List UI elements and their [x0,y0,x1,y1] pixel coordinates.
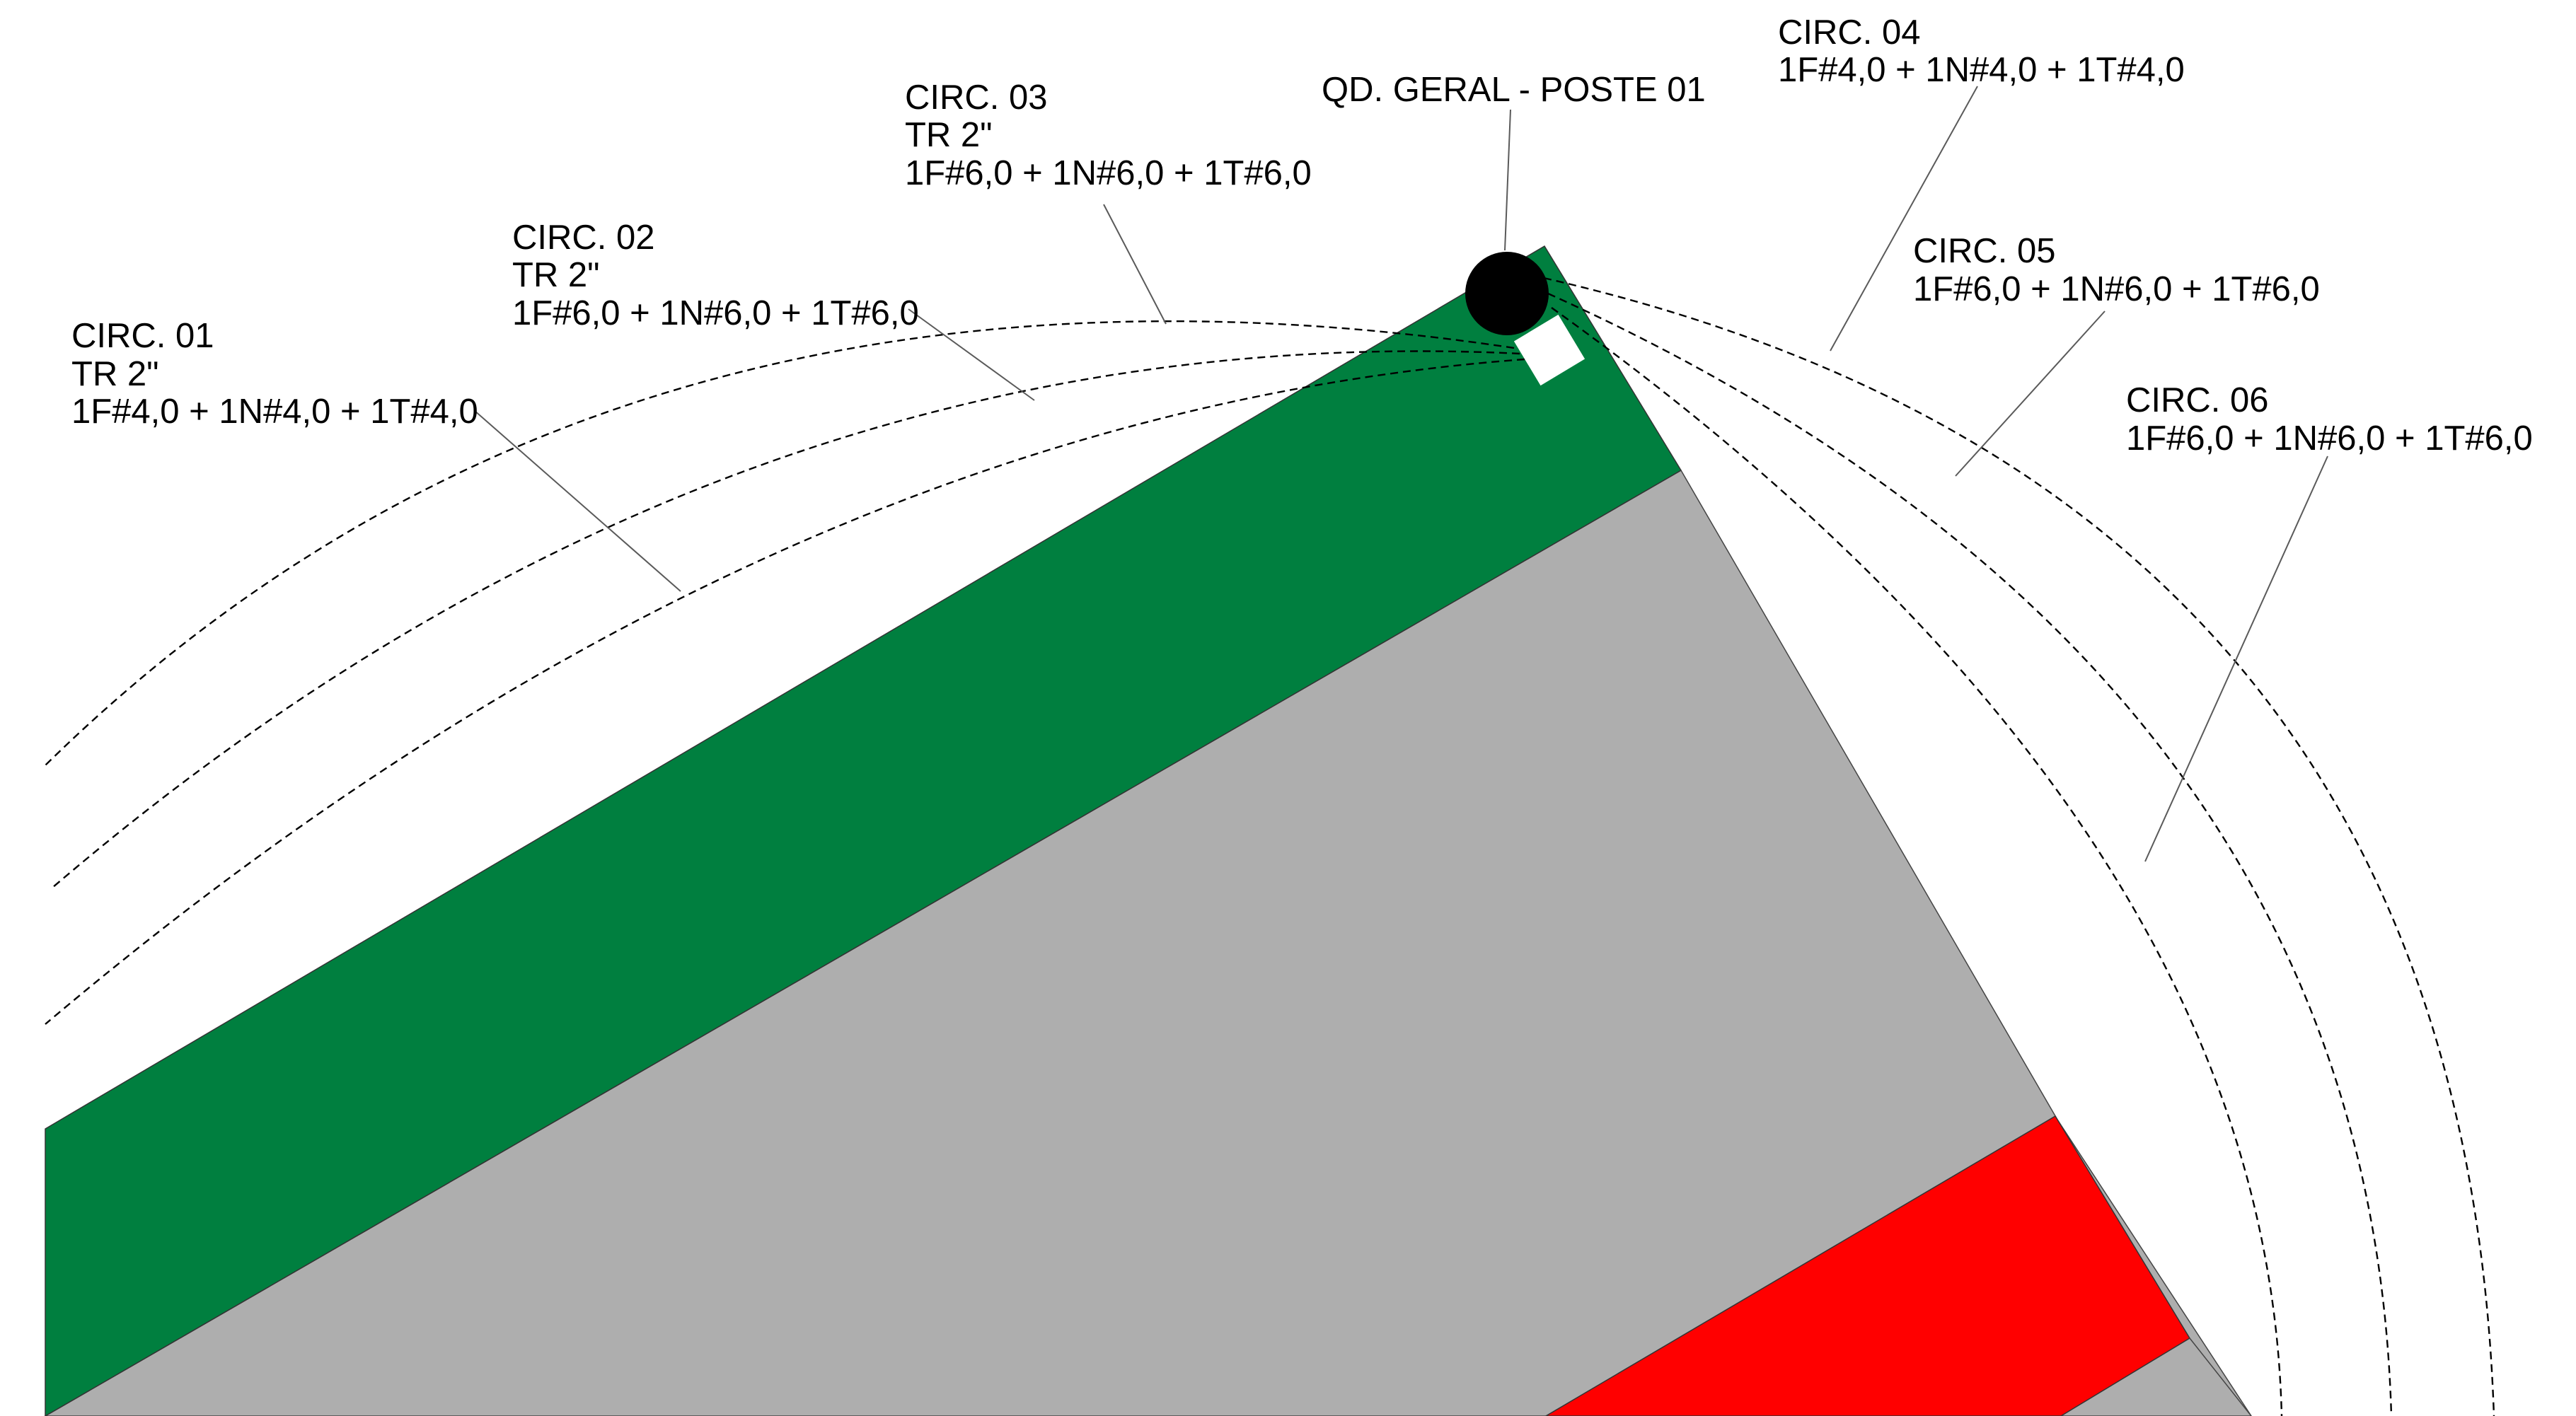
circuit-cable: 1F#6,0 + 1N#6,0 + 1T#6,0 [512,294,919,332]
leader-line-pole [1505,110,1511,250]
circuit-title: CIRC. 06 [2126,381,2269,419]
leader-line-circ-01 [474,410,681,591]
leader-line-circ-06 [2145,456,2328,861]
circuit-title: CIRC. 01 [71,317,214,355]
circuit-conduit: TR 2" [512,256,600,294]
circuit-label-04: CIRC. 04 1F#4,0 + 1N#4,0 + 1T#4,0 [1778,13,2185,89]
pole-icon [1465,252,1549,335]
circuit-title: CIRC. 05 [1913,232,2056,270]
circuit-conduit: TR 2" [71,355,159,393]
leader-line-circ-03 [1104,204,1166,324]
circuit-label-05: CIRC. 05 1F#6,0 + 1N#6,0 + 1T#6,0 [1913,232,2320,308]
circuit-cable: 1F#6,0 + 1N#6,0 + 1T#6,0 [2126,419,2533,458]
circuit-label-01: CIRC. 01 TR 2" 1F#4,0 + 1N#4,0 + 1T#4,0 [71,317,478,431]
circuit-cable: 1F#4,0 + 1N#4,0 + 1T#4,0 [71,393,478,431]
circuit-conduit: TR 2" [905,116,993,154]
circuit-label-02: CIRC. 02 TR 2" 1F#6,0 + 1N#6,0 + 1T#6,0 [512,219,919,332]
circuit-title: CIRC. 04 [1778,13,1921,52]
circuit-cable: 1F#6,0 + 1N#6,0 + 1T#6,0 [905,154,1312,192]
circuit-label-03: CIRC. 03 TR 2" 1F#6,0 + 1N#6,0 + 1T#6,0 [905,79,1312,192]
circuit-label-06: CIRC. 06 1F#6,0 + 1N#6,0 + 1T#6,0 [2126,381,2533,458]
circuit-cable: 1F#4,0 + 1N#4,0 + 1T#4,0 [1778,51,2185,89]
circuit-cable: 1F#6,0 + 1N#6,0 + 1T#6,0 [1913,270,2320,308]
pole-label: QD. GERAL - POSTE 01 [1322,71,1706,109]
leader-line-circ-04 [1830,86,1977,351]
circuit-title: CIRC. 03 [905,79,1048,117]
leader-line-circ-05 [1956,311,2105,476]
circuit-title: CIRC. 02 [512,219,655,257]
leader-line-circ-02 [908,309,1034,400]
